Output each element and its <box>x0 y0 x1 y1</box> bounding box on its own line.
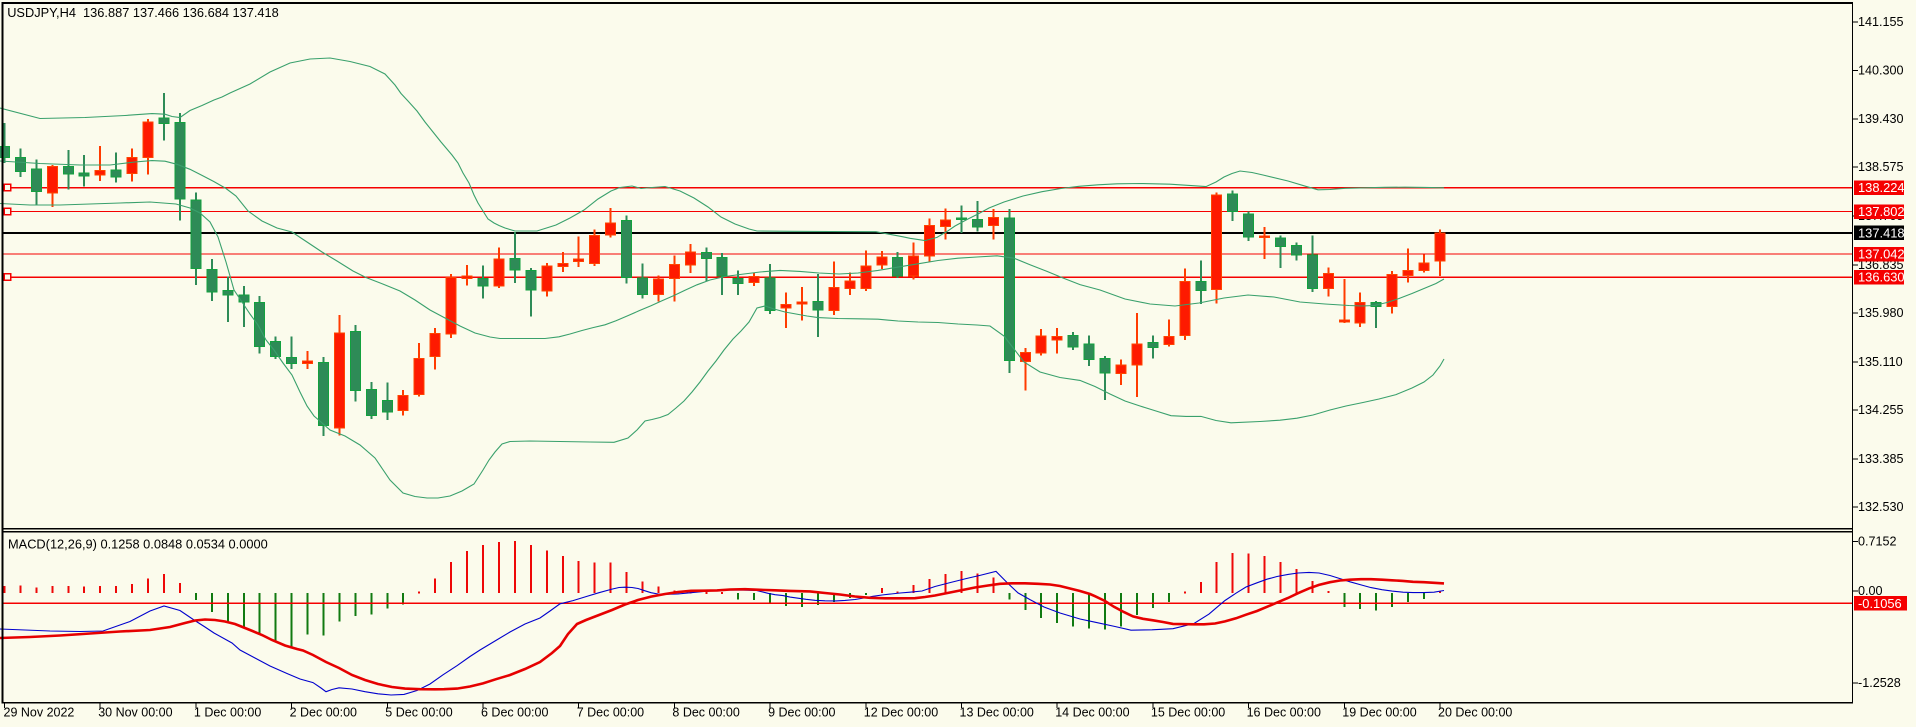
svg-text:140.300: 140.300 <box>1858 63 1904 77</box>
svg-text:1 Dec 00:00: 1 Dec 00:00 <box>194 706 261 720</box>
svg-text:137.802: 137.802 <box>1858 204 1905 219</box>
svg-text:12 Dec 00:00: 12 Dec 00:00 <box>864 706 938 720</box>
svg-text:8 Dec 00:00: 8 Dec 00:00 <box>672 706 739 720</box>
svg-text:135.980: 135.980 <box>1858 306 1904 320</box>
svg-text:138.575: 138.575 <box>1858 160 1904 174</box>
svg-text:137.418: 137.418 <box>1858 225 1905 240</box>
svg-text:2 Dec 00:00: 2 Dec 00:00 <box>290 706 357 720</box>
svg-text:134.255: 134.255 <box>1858 403 1904 417</box>
svg-text:14 Dec 00:00: 14 Dec 00:00 <box>1055 706 1129 720</box>
svg-text:7 Dec 00:00: 7 Dec 00:00 <box>577 706 644 720</box>
svg-text:-0.1056: -0.1056 <box>1858 596 1902 611</box>
svg-text:138.224: 138.224 <box>1858 180 1905 195</box>
svg-text:6 Dec 00:00: 6 Dec 00:00 <box>481 706 548 720</box>
svg-text:19 Dec 00:00: 19 Dec 00:00 <box>1342 706 1416 720</box>
svg-text:-1.2528: -1.2528 <box>1858 676 1901 690</box>
svg-text:15 Dec 00:00: 15 Dec 00:00 <box>1151 706 1225 720</box>
svg-text:20 Dec 00:00: 20 Dec 00:00 <box>1438 706 1512 720</box>
svg-text:141.155: 141.155 <box>1858 15 1904 29</box>
svg-text:30 Nov 00:00: 30 Nov 00:00 <box>98 706 172 720</box>
svg-text:136.835: 136.835 <box>1858 258 1904 272</box>
svg-text:0.00: 0.00 <box>1858 584 1883 598</box>
svg-text:USDJPY,H4 136.887 137.466 136: USDJPY,H4 136.887 137.466 136.684 137.41… <box>7 5 279 20</box>
svg-text:137.042: 137.042 <box>1858 247 1905 262</box>
svg-text:135.110: 135.110 <box>1858 355 1903 369</box>
svg-text:132.530: 132.530 <box>1858 500 1904 514</box>
svg-text:0.7152: 0.7152 <box>1858 535 1897 549</box>
svg-text:29 Nov 2022: 29 Nov 2022 <box>4 706 75 720</box>
svg-text:MACD(12,26,9) 0.1258 0.0848 0.: MACD(12,26,9) 0.1258 0.0848 0.0534 0.000… <box>8 537 268 552</box>
svg-text:139.430: 139.430 <box>1858 112 1904 126</box>
svg-text:133.385: 133.385 <box>1858 452 1904 466</box>
svg-text:5 Dec 00:00: 5 Dec 00:00 <box>385 706 452 720</box>
svg-text:16 Dec 00:00: 16 Dec 00:00 <box>1247 706 1321 720</box>
svg-text:13 Dec 00:00: 13 Dec 00:00 <box>960 706 1034 720</box>
svg-text:136.630: 136.630 <box>1858 270 1905 285</box>
svg-text:9 Dec 00:00: 9 Dec 00:00 <box>768 706 835 720</box>
